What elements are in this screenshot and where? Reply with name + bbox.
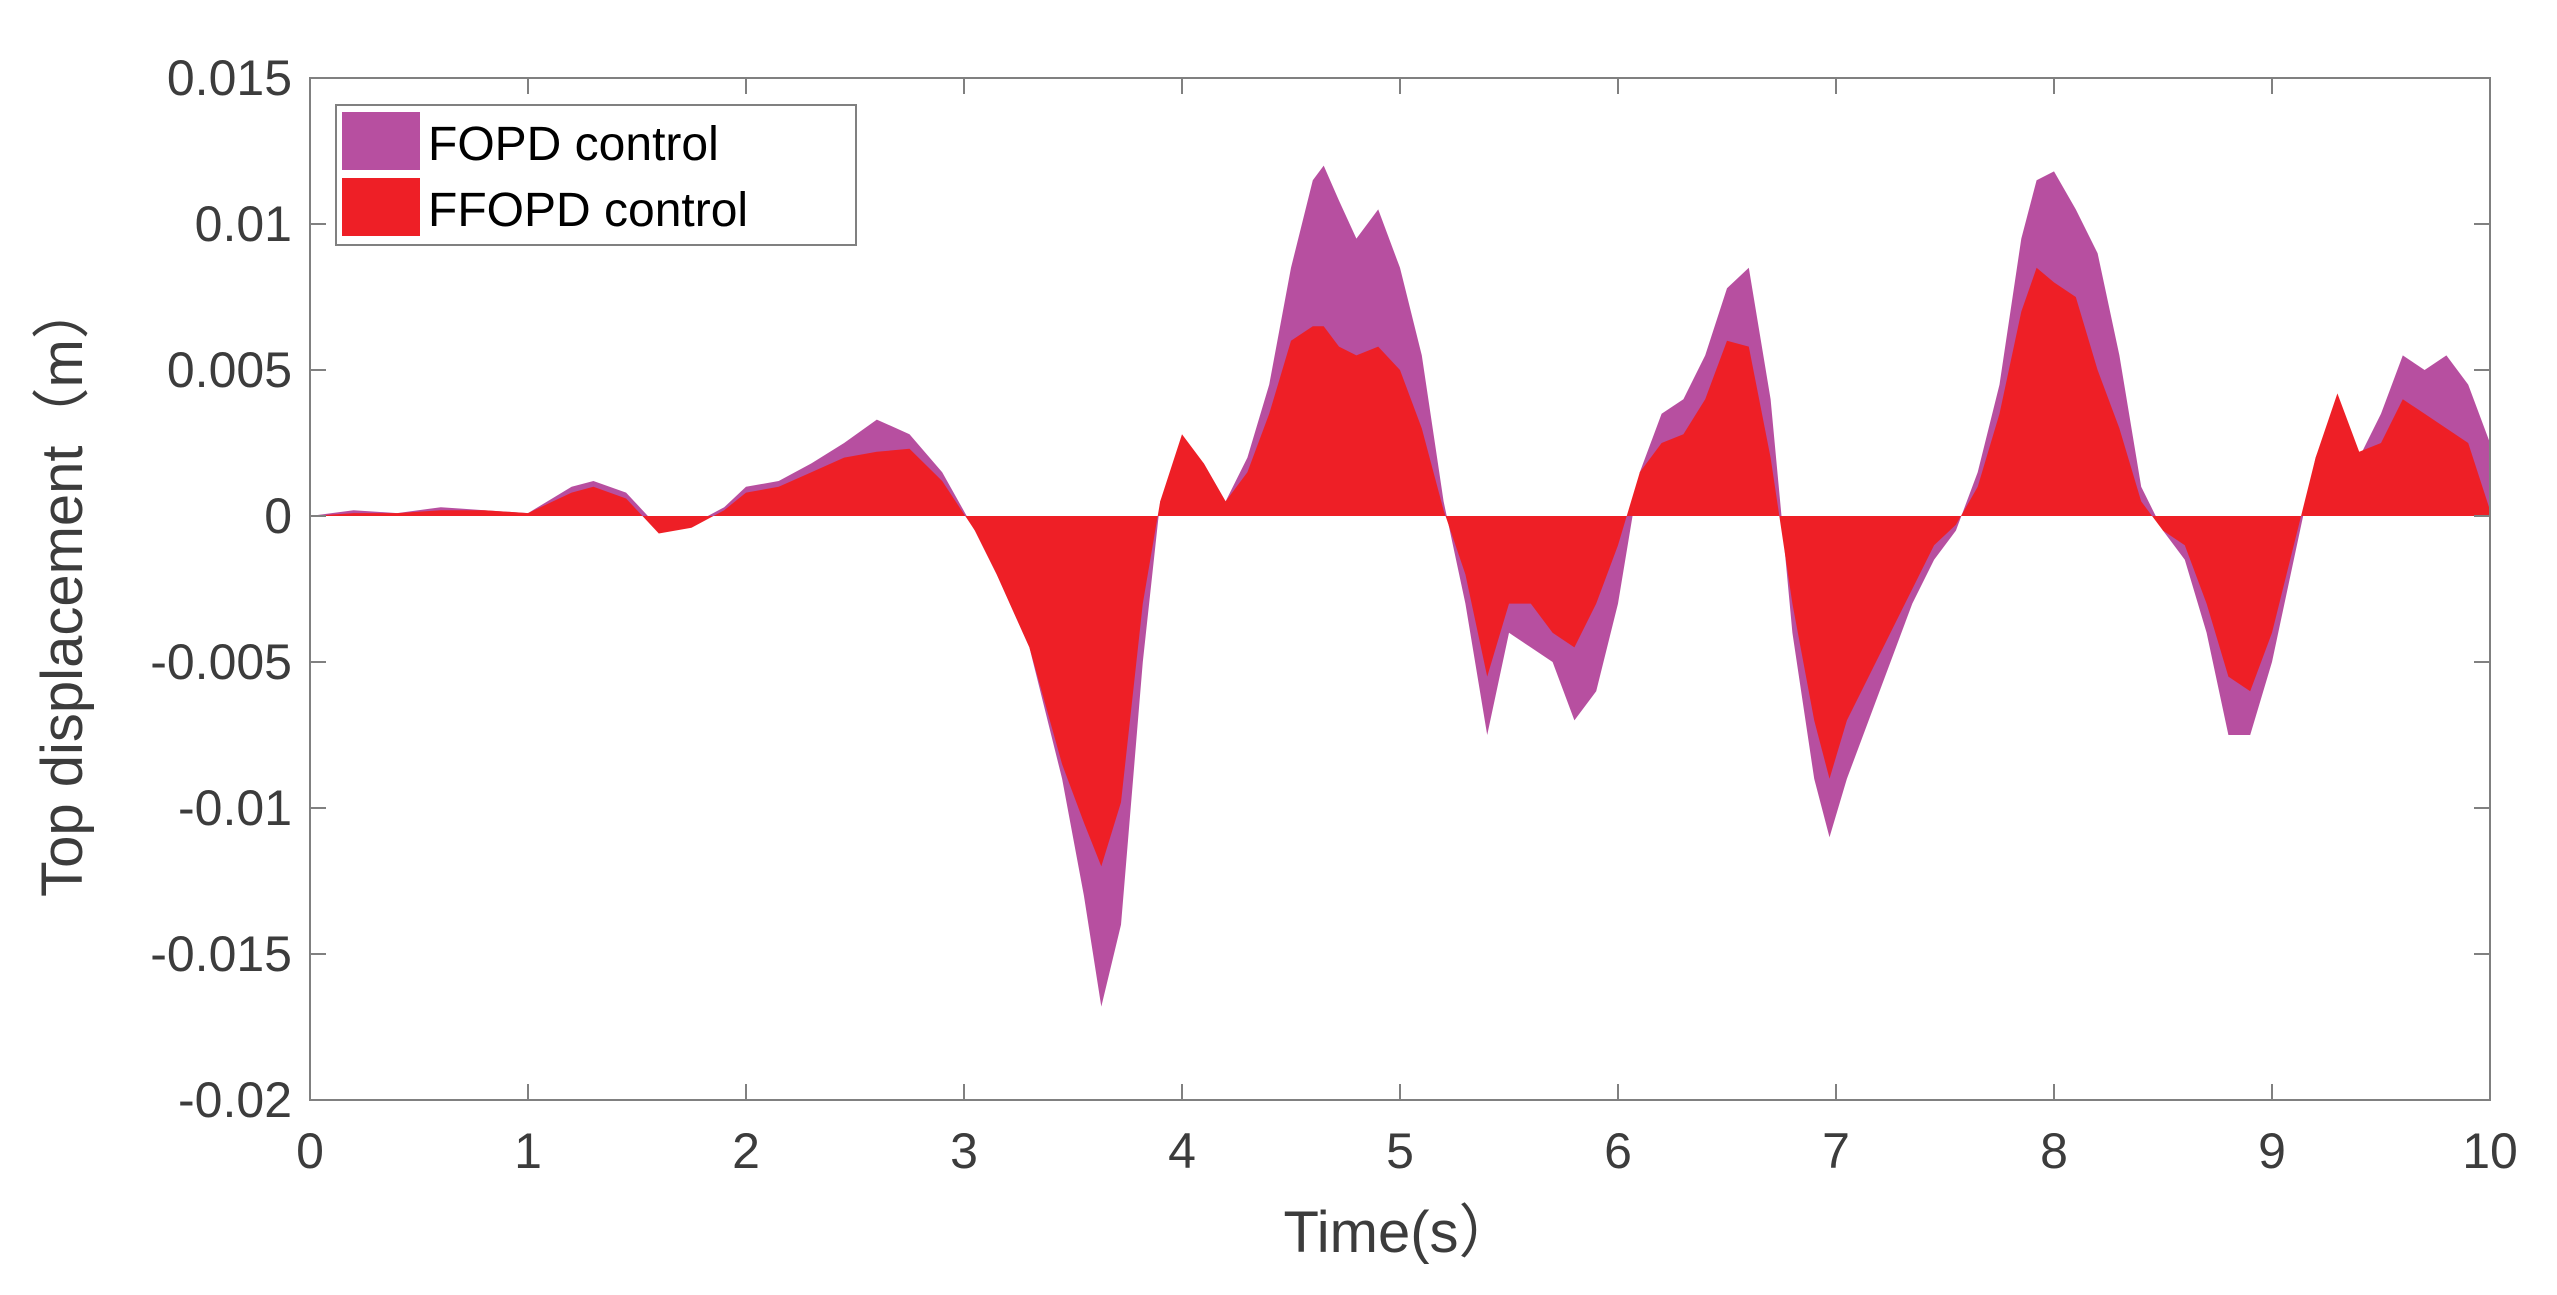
- y-tick-label: -0.015: [150, 926, 292, 982]
- y-tick-label: -0.02: [178, 1072, 292, 1128]
- area-series-0: [310, 165, 2490, 1007]
- y-tick-label: 0.015: [167, 50, 292, 106]
- x-tick-label: 4: [1168, 1123, 1196, 1179]
- y-tick-label: 0: [264, 488, 292, 544]
- x-axis-title: Time(s）: [1283, 1200, 1516, 1265]
- x-tick-label: 10: [2462, 1123, 2518, 1179]
- x-tick-label: 9: [2258, 1123, 2286, 1179]
- y-axis-title: Top displacement（m）: [30, 281, 95, 897]
- x-tick-label: 2: [732, 1123, 760, 1179]
- axis-ticks: [309, 77, 2491, 1101]
- series-areas: [310, 165, 2490, 1007]
- x-tick-label: 7: [1822, 1123, 1850, 1179]
- x-tick-label: 6: [1604, 1123, 1632, 1179]
- legend-label-fopd: FOPD control: [428, 118, 719, 171]
- legend-swatch-ffopd: [342, 178, 420, 236]
- area-series-1: [310, 267, 2490, 867]
- x-tick-label: 0: [296, 1123, 324, 1179]
- legend-label-ffopd: FFOPD control: [428, 184, 748, 237]
- x-tick-label: 8: [2040, 1123, 2068, 1179]
- y-tick-label: 0.005: [167, 342, 292, 398]
- y-axis-tick-labels: -0.02 -0.015 -0.01 -0.005 0 0.005 0.01 0.015: [150, 50, 292, 1128]
- x-tick-label: 1: [514, 1123, 542, 1179]
- x-axis-tick-labels: 0 1 2 3 4 5 6 7 8 9 10: [296, 1123, 2518, 1179]
- x-tick-label: 5: [1386, 1123, 1414, 1179]
- legend-swatch-fopd: [342, 112, 420, 170]
- legend: FOPD control FFOPD control: [335, 104, 857, 246]
- x-tick-label: 3: [950, 1123, 978, 1179]
- y-tick-label: -0.01: [178, 780, 292, 836]
- legend-box: [335, 104, 857, 246]
- y-tick-label: 0.01: [195, 196, 292, 252]
- y-tick-label: -0.005: [150, 634, 292, 690]
